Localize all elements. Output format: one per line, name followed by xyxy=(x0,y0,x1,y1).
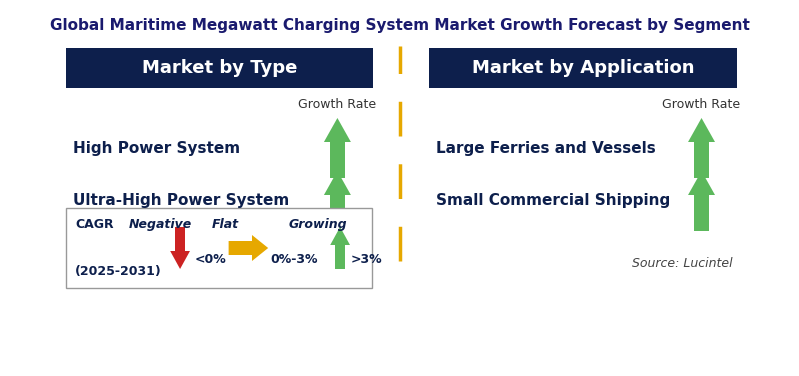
Polygon shape xyxy=(229,235,268,261)
Polygon shape xyxy=(694,142,709,178)
Text: (2025-2031): (2025-2031) xyxy=(75,265,161,278)
Text: Growing: Growing xyxy=(288,218,347,231)
Text: <0%: <0% xyxy=(194,253,226,266)
Text: Ultra-High Power System: Ultra-High Power System xyxy=(73,194,289,209)
Text: Market by Application: Market by Application xyxy=(472,59,694,77)
Text: High Power System: High Power System xyxy=(73,141,240,156)
Text: Market by Type: Market by Type xyxy=(142,59,297,77)
FancyBboxPatch shape xyxy=(66,48,373,88)
Text: >3%: >3% xyxy=(351,253,383,266)
Polygon shape xyxy=(688,118,715,142)
Polygon shape xyxy=(170,251,190,269)
FancyBboxPatch shape xyxy=(429,48,737,88)
Polygon shape xyxy=(694,195,709,231)
Text: Global Maritime Megawatt Charging System Market Growth Forecast by Segment: Global Maritime Megawatt Charging System… xyxy=(50,18,749,33)
Polygon shape xyxy=(335,245,345,269)
Polygon shape xyxy=(330,227,350,245)
Text: Source: Lucintel: Source: Lucintel xyxy=(632,257,733,270)
Polygon shape xyxy=(324,118,351,142)
Polygon shape xyxy=(324,171,351,195)
Text: Small Commercial Shipping: Small Commercial Shipping xyxy=(436,194,670,209)
Polygon shape xyxy=(175,227,185,251)
Text: Growth Rate: Growth Rate xyxy=(662,98,741,111)
Text: CAGR: CAGR xyxy=(75,218,113,231)
Text: Growth Rate: Growth Rate xyxy=(298,98,376,111)
Text: Large Ferries and Vessels: Large Ferries and Vessels xyxy=(436,141,656,156)
Text: Flat: Flat xyxy=(212,218,239,231)
Polygon shape xyxy=(330,142,344,178)
Polygon shape xyxy=(688,171,715,195)
Text: 0%-3%: 0%-3% xyxy=(270,253,317,266)
Text: Negative: Negative xyxy=(129,218,192,231)
FancyBboxPatch shape xyxy=(66,208,372,288)
Polygon shape xyxy=(330,195,344,231)
